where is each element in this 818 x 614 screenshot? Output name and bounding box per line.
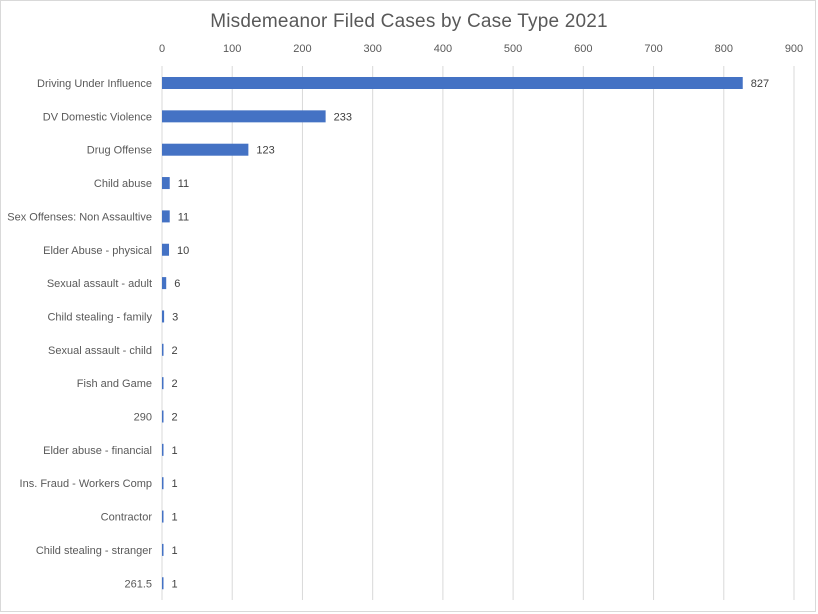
bar <box>162 443 164 456</box>
category-label: Child abuse <box>94 178 152 190</box>
bars <box>162 77 743 590</box>
x-tick-label: 100 <box>223 43 241 55</box>
data-label: 6 <box>174 278 180 290</box>
category-label: Ins. Fraud - Workers Comp <box>20 478 152 490</box>
data-label: 2 <box>172 378 178 390</box>
bar <box>162 343 164 356</box>
category-label: Drug Offense <box>87 145 152 157</box>
bar <box>162 577 164 590</box>
x-tick-label: 400 <box>434 43 452 55</box>
x-tick-label: 700 <box>644 43 662 55</box>
category-label: Elder Abuse - physical <box>43 245 152 257</box>
gridlines <box>161 66 795 600</box>
data-label: 827 <box>751 78 769 90</box>
bar <box>162 143 249 156</box>
bar <box>162 110 326 123</box>
x-tick-label: 500 <box>504 43 522 55</box>
bar <box>162 243 170 256</box>
data-label: 1 <box>172 478 178 490</box>
category-label: Child stealing - family <box>47 311 152 323</box>
category-label: Driving Under Influence <box>37 78 152 90</box>
category-label: 290 <box>134 412 152 424</box>
data-label: 11 <box>178 178 189 190</box>
x-axis: 0 100 200 300 400 500 600 700 800 900 <box>159 43 803 55</box>
bar <box>162 277 167 290</box>
bar <box>162 77 743 89</box>
x-tick-label: 800 <box>715 43 733 55</box>
category-label: 261.5 <box>124 578 152 590</box>
category-label: Sexual assault - adult <box>47 278 152 290</box>
bar <box>162 510 164 523</box>
bar <box>162 377 164 390</box>
data-label: 123 <box>256 145 274 157</box>
data-label: 1 <box>172 512 178 524</box>
data-label: 233 <box>334 111 352 123</box>
x-tick-label: 0 <box>159 43 165 55</box>
bar <box>162 410 164 423</box>
chart-title: Misdemeanor Filed Cases by Case Type 202… <box>210 11 608 32</box>
category-label: Elder abuse - financial <box>43 445 152 457</box>
data-label: 11 <box>178 211 189 223</box>
category-label: Sex Offenses: Non Assaultive <box>7 211 152 223</box>
data-label: 1 <box>172 545 178 557</box>
data-label: 2 <box>172 345 178 357</box>
bar <box>162 310 165 323</box>
category-label: DV Domestic Violence <box>43 111 152 123</box>
bar <box>162 210 170 223</box>
category-axis: Driving Under Influence DV Domestic Viole… <box>7 78 152 590</box>
x-tick-label: 200 <box>293 43 311 55</box>
category-label: Contractor <box>101 512 153 524</box>
data-label: 1 <box>172 578 178 590</box>
bar <box>162 477 164 490</box>
data-label: 3 <box>172 311 178 323</box>
category-label: Sexual assault - child <box>48 345 152 357</box>
data-label: 10 <box>177 245 189 257</box>
x-tick-label: 300 <box>363 43 381 55</box>
bar <box>162 177 170 190</box>
data-label: 2 <box>172 412 178 424</box>
bar <box>162 543 164 556</box>
category-label: Fish and Game <box>77 378 152 390</box>
data-label: 1 <box>172 445 178 457</box>
category-label: Child stealing - stranger <box>36 545 153 557</box>
x-tick-label: 900 <box>785 43 803 55</box>
x-tick-label: 600 <box>574 43 592 55</box>
